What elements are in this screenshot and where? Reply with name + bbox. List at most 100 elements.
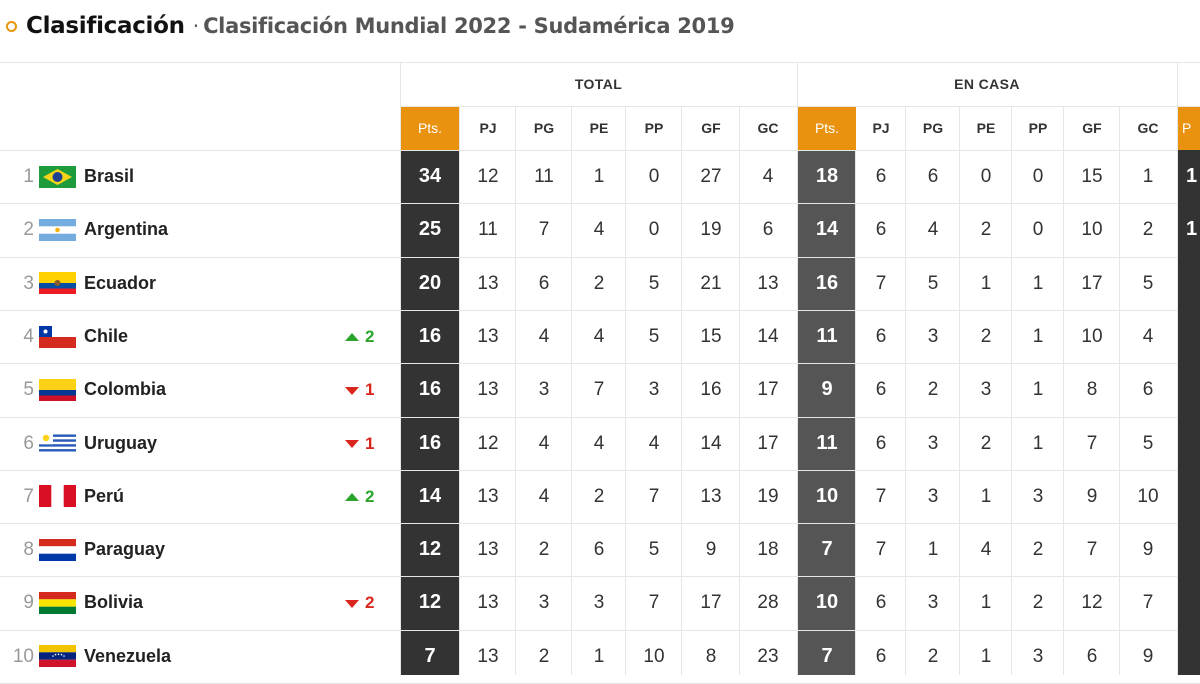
home-pg-value: 2 xyxy=(927,379,939,401)
trend-indicator: 2 xyxy=(345,576,385,629)
total-pp-value: 5 xyxy=(648,325,660,347)
team-name-link[interactable]: Bolivia xyxy=(84,592,144,613)
total-pp-value: 7 xyxy=(648,485,660,507)
total-gc-value: 18 xyxy=(757,539,779,561)
column-divider xyxy=(855,107,856,675)
total-pp-value: 0 xyxy=(648,219,660,241)
colombia-flag-icon xyxy=(39,378,76,401)
home-pts-value: 11 xyxy=(816,431,838,454)
home-pj-value: 7 xyxy=(875,272,887,294)
home-pp-value: 3 xyxy=(1032,645,1044,667)
home-pe-value: 1 xyxy=(980,272,992,294)
team-name-link[interactable]: Brasil xyxy=(84,166,135,186)
team-name-link[interactable]: Uruguay xyxy=(84,432,158,453)
total-pts-value: 34 xyxy=(418,165,442,187)
column-divider xyxy=(739,107,740,675)
home-pg-value: 2 xyxy=(927,645,939,667)
total-pe-value: 1 xyxy=(593,166,605,187)
home-pe-value: 0 xyxy=(980,166,992,187)
bullet-icon xyxy=(6,20,17,32)
home-pp-value: 1 xyxy=(1032,379,1044,401)
home-header-pts[interactable]: Pts. xyxy=(798,107,856,150)
total-pp-value: 5 xyxy=(648,272,660,294)
total-pg-value: 7 xyxy=(538,219,550,241)
home-header-gf[interactable]: GF xyxy=(1082,120,1102,136)
total-gc-value: 28 xyxy=(757,592,779,614)
home-pj-value: 7 xyxy=(875,539,887,561)
row-divider xyxy=(0,363,1200,365)
total-gc-value: 19 xyxy=(757,485,779,507)
total-header-pj[interactable]: PJ xyxy=(479,120,497,136)
home-gc-value: 10 xyxy=(1137,485,1159,507)
column-divider xyxy=(681,107,682,675)
home-header-gc[interactable]: GC xyxy=(1137,120,1159,136)
total-header-gf[interactable]: GF xyxy=(701,120,721,136)
total-header-pg[interactable]: PG xyxy=(533,120,555,136)
total-pe-value: 2 xyxy=(593,272,605,294)
home-gf-value: 8 xyxy=(1086,379,1098,401)
total-pe-value: 3 xyxy=(593,592,605,614)
home-header-pg[interactable]: PG xyxy=(922,120,944,136)
trend-value: 2 xyxy=(365,593,375,613)
total-pts-value: 7 xyxy=(424,644,436,667)
total-pts-value: 25 xyxy=(418,218,442,241)
total-pe-value: 6 xyxy=(593,539,605,561)
home-pp-value: 2 xyxy=(1032,539,1044,561)
team-name-link[interactable]: Paraguay xyxy=(84,539,166,560)
total-pj-value: 12 xyxy=(477,432,499,454)
total-gf-value: 13 xyxy=(700,485,722,507)
home-header-pp[interactable]: PP xyxy=(1028,120,1048,136)
bolivia-flag-icon xyxy=(39,592,76,615)
home-pg-value: 3 xyxy=(927,325,939,347)
home-pg-value: 5 xyxy=(927,272,939,294)
team-name-link[interactable]: Argentina xyxy=(84,219,169,240)
home-pts-value: 16 xyxy=(815,271,839,294)
total-header-pe[interactable]: PE xyxy=(589,120,609,136)
home-pg-value: 6 xyxy=(927,166,939,187)
home-header-pj[interactable]: PJ xyxy=(872,120,890,136)
paraguay-flag-icon xyxy=(39,538,76,561)
home-pts-value: 7 xyxy=(821,538,833,561)
row-divider xyxy=(0,256,1200,258)
total-gf-value: 16 xyxy=(700,379,722,401)
row-divider xyxy=(0,150,1200,151)
team-name-link[interactable]: Colombia xyxy=(84,379,167,400)
column-divider xyxy=(1119,107,1120,675)
total-pj-value: 11 xyxy=(478,219,498,241)
total-pj-value: 13 xyxy=(477,645,499,667)
total-header-pts[interactable]: Pts. xyxy=(401,107,459,150)
home-pts-value: 14 xyxy=(815,218,839,241)
team-rank: 2 xyxy=(23,219,34,241)
total-pg-value: 6 xyxy=(538,272,550,294)
team-name-link[interactable]: Ecuador xyxy=(84,272,157,293)
team-name-link[interactable]: Venezuela xyxy=(84,645,172,666)
home-gf-value: 10 xyxy=(1081,325,1103,347)
team-name-link[interactable]: Perú xyxy=(84,485,125,506)
home-pj-value: 6 xyxy=(875,325,887,347)
total-gc-value: 17 xyxy=(757,379,779,401)
total-pp-value: 3 xyxy=(648,379,660,401)
home-gf-value: 15 xyxy=(1081,166,1103,187)
total-pts-value: 20 xyxy=(418,271,442,294)
total-gf-value: 15 xyxy=(700,325,722,347)
total-gc-value: 13 xyxy=(757,272,779,294)
home-pg-value: 4 xyxy=(927,219,939,241)
home-gf-value: 9 xyxy=(1086,485,1098,507)
row-divider xyxy=(0,523,1200,525)
home-pe-value: 4 xyxy=(980,539,992,561)
home-pe-value: 1 xyxy=(980,485,992,507)
total-pj-value: 12 xyxy=(477,166,499,187)
trend-value: 1 xyxy=(365,380,375,400)
home-header-pe[interactable]: PE xyxy=(976,120,996,136)
column-divider xyxy=(1011,107,1012,675)
total-gf-value: 19 xyxy=(700,219,722,241)
total-header-gc[interactable]: GC xyxy=(757,120,779,136)
home-pe-value: 3 xyxy=(980,379,992,401)
peru-flag-icon xyxy=(39,485,76,508)
total-header-pp[interactable]: PP xyxy=(644,120,664,136)
total-gf-value: 9 xyxy=(705,539,717,561)
team-name-link[interactable]: Chile xyxy=(84,325,129,346)
away-pts-header[interactable]: P xyxy=(1178,107,1200,150)
group-divider xyxy=(797,62,798,675)
total-pp-value: 0 xyxy=(648,166,660,187)
